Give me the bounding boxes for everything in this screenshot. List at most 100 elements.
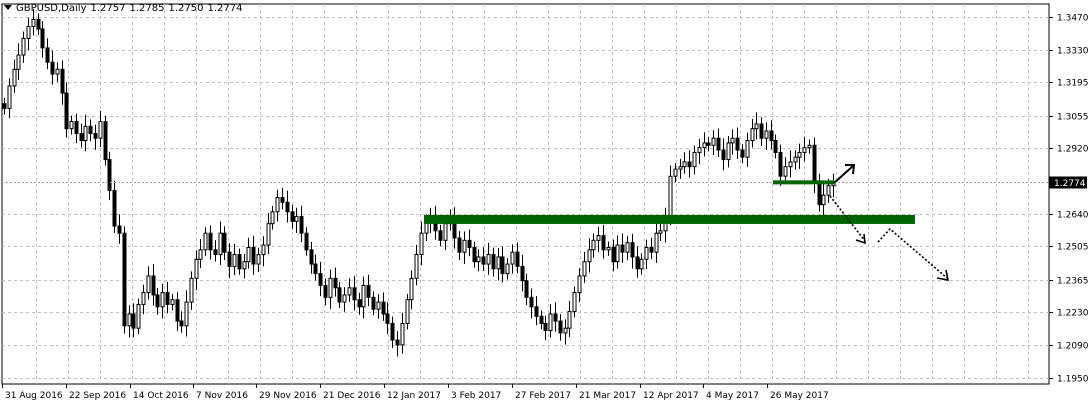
candle-body	[285, 201, 290, 213]
triangle-down-icon[interactable]	[4, 5, 12, 10]
candle-body	[74, 121, 79, 134]
candle-body	[821, 194, 826, 206]
candle-body	[98, 121, 103, 139]
candle-body	[457, 237, 462, 253]
candle-body	[481, 256, 486, 265]
x-tick-label: 7 Nov 2016	[196, 391, 248, 401]
candle-body	[807, 144, 812, 149]
candle-body	[304, 232, 309, 251]
y-tick-label: 1.3055	[1057, 113, 1089, 123]
candle-body	[582, 261, 587, 277]
y-tick-label: 1.2505	[1057, 243, 1089, 253]
candle-body	[290, 211, 295, 222]
candle-body	[730, 137, 735, 144]
y-tick-label: 1.2090	[1057, 342, 1089, 352]
x-tick-label: 26 May 2017	[770, 391, 829, 401]
candle-body	[7, 85, 12, 109]
candle-body	[817, 182, 822, 206]
candle-body	[692, 151, 697, 168]
candle-body	[615, 244, 620, 263]
candle-body	[529, 296, 534, 308]
candle-body	[328, 277, 333, 298]
candle-body	[812, 144, 817, 184]
candle-body	[222, 232, 227, 253]
y-tick-label: 1.2920	[1057, 145, 1089, 155]
x-tick-label: 14 Oct 2016	[133, 391, 189, 401]
candle-body	[635, 256, 640, 270]
candle-body	[754, 123, 759, 130]
candle-body	[630, 242, 635, 258]
candle-body	[256, 254, 261, 265]
candle-body	[515, 251, 520, 267]
candle-body	[726, 142, 731, 161]
resistance-segment	[773, 180, 834, 185]
candle-body	[625, 242, 630, 253]
candle-body	[764, 130, 769, 139]
candle-body	[208, 232, 213, 251]
candle-body	[381, 301, 386, 315]
candle-body	[721, 149, 726, 161]
candle-body	[802, 147, 807, 153]
high-value: 1.2785	[129, 3, 165, 14]
candle-body	[510, 251, 515, 265]
candle-body	[266, 223, 271, 246]
candle-body	[40, 28, 45, 49]
arrow-up-right-icon	[833, 165, 854, 184]
x-tick-label: 27 Feb 2017	[515, 391, 571, 401]
candle-body	[558, 320, 563, 334]
candle-body	[587, 249, 592, 263]
candle-body	[64, 92, 69, 130]
y-tick-label: 1.2230	[1057, 309, 1089, 319]
candle-body	[275, 197, 280, 213]
y-tick-label: 1.3470	[1057, 14, 1089, 24]
candle-body	[107, 159, 112, 191]
candle-body	[654, 232, 659, 253]
x-tick-label: 4 May 2017	[706, 391, 759, 401]
candle-body	[687, 161, 692, 168]
candle-body	[198, 249, 203, 260]
candle-body	[55, 68, 60, 75]
candle-body	[769, 130, 774, 142]
candle-body	[103, 121, 108, 161]
candle-body	[716, 137, 721, 151]
y-tick-label: 1.3330	[1057, 47, 1089, 57]
candle-body	[237, 254, 242, 270]
candle-body	[606, 246, 611, 251]
candle-body	[112, 189, 117, 227]
candle-body	[788, 161, 793, 168]
candle-body	[261, 244, 266, 256]
candle-body	[155, 294, 160, 308]
candle-body	[702, 142, 707, 149]
candle-body	[438, 230, 443, 241]
low-value: 1.2750	[168, 3, 204, 14]
candle-body	[342, 294, 347, 303]
candle-body	[170, 299, 175, 305]
candle-body	[395, 339, 400, 346]
candle-body	[524, 280, 529, 298]
candle-body	[773, 140, 778, 153]
candle-body	[563, 327, 568, 334]
candle-body	[577, 275, 582, 294]
candle-body	[60, 68, 65, 94]
y-tick-label: 1.2640	[1057, 211, 1089, 221]
candle-body	[175, 299, 180, 322]
candle-body	[376, 301, 381, 310]
candle-body	[131, 313, 136, 329]
candle-body	[567, 311, 572, 329]
candle-body	[783, 166, 788, 177]
candle-body	[745, 140, 750, 158]
candle-body	[299, 216, 304, 234]
x-tick-label: 21 Dec 2016	[323, 391, 381, 401]
open-value: 1.2757	[90, 3, 126, 14]
candle-body	[778, 151, 783, 177]
candle-body	[711, 137, 716, 146]
candle-body	[553, 313, 558, 322]
candle-body	[572, 292, 577, 313]
candle-body	[649, 246, 654, 253]
candle-body	[826, 185, 831, 196]
candle-body	[543, 322, 548, 332]
candle-body	[797, 151, 802, 158]
candle-body	[242, 261, 247, 270]
